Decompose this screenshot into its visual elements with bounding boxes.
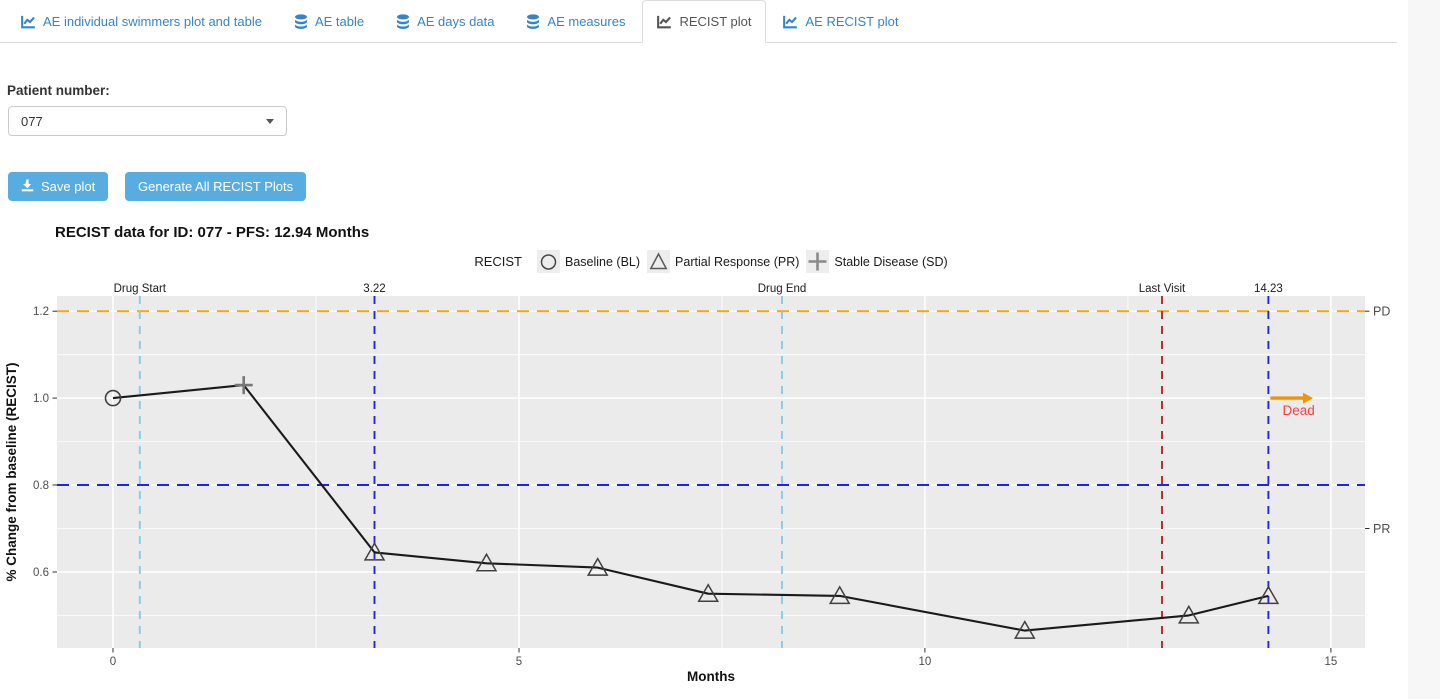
right-axis-label-pr: PR [1373, 522, 1390, 536]
x-axis-title: Months [687, 669, 735, 684]
marker-partial-response [1178, 604, 1200, 624]
tab-ae-table[interactable]: AE table [279, 0, 379, 43]
death-arrow-head [1303, 392, 1313, 404]
patient-number-value: 077 [21, 113, 43, 129]
svg-text:15: 15 [1325, 656, 1338, 668]
tab-recist-plot[interactable]: RECIST plot [642, 0, 767, 43]
database-icon [526, 14, 540, 29]
tab-label: AE table [314, 14, 365, 29]
marker-partial-response [697, 583, 719, 602]
svg-text:0.6: 0.6 [33, 567, 49, 579]
tab-label: RECIST plot [679, 14, 752, 29]
svg-text:1.2: 1.2 [33, 306, 49, 318]
download-icon [21, 178, 34, 195]
tab-bar: AE individual swimmers plot and table AE … [0, 0, 1397, 43]
death-label: Dead [1283, 403, 1315, 418]
tab-label: AE days data [417, 14, 495, 29]
marker-partial-response [1257, 585, 1280, 605]
save-plot-button[interactable]: Save plot [8, 172, 109, 201]
legend-item-baseline-bl: Baseline (BL) [537, 250, 640, 273]
plus-legend-key-icon [806, 250, 830, 273]
legend-item-label: Partial Response (PR) [675, 254, 800, 269]
tab-label: AE measures [547, 14, 626, 29]
chart-line-icon [783, 15, 798, 29]
marker-partial-response [828, 585, 851, 605]
y-axis-title: % Change from baseline (RECIST) [4, 362, 19, 581]
legend-title: RECIST [474, 254, 522, 269]
event-label-drug-end: Drug End [758, 283, 807, 295]
right-axis-label-pd: PD [1373, 305, 1390, 319]
svg-text:10: 10 [919, 656, 932, 668]
event-label-last-visit: Last Visit [1139, 283, 1186, 295]
legend-item-stable-disease-sd: Stable Disease (SD) [806, 250, 948, 273]
y-axis: 0.6 0.8 1.0 1.2 [33, 306, 57, 579]
marker-baseline [104, 389, 122, 407]
marker-partial-response [363, 541, 386, 561]
database-icon [294, 14, 308, 29]
svg-text:0.8: 0.8 [33, 480, 49, 492]
plot-panel [57, 296, 1365, 648]
plot-legend: RECIST Baseline (BL) Partial Response (PR)… [57, 250, 1365, 273]
chevron-down-icon [266, 118, 274, 124]
tab-label: AE individual swimmers plot and table [43, 14, 262, 29]
page-gutter [1408, 0, 1440, 699]
chart-line-icon [21, 15, 36, 29]
event-label-14-23: 14.23 [1254, 283, 1283, 295]
svg-text:5: 5 [516, 656, 522, 668]
tab-ae-recist-plot[interactable]: AE RECIST plot [768, 0, 913, 43]
save-plot-label: Save plot [41, 179, 96, 194]
svg-text:1.0: 1.0 [33, 393, 49, 405]
legend-item-label: Baseline (BL) [565, 254, 641, 269]
legend-item-partial-response-pr: Partial Response (PR) [647, 250, 799, 273]
marker-partial-response [586, 557, 609, 576]
chart-line-icon [657, 15, 672, 29]
death-annotation: Dead [1270, 392, 1315, 418]
triangle-legend-key-icon [647, 250, 671, 273]
patient-number-select[interactable]: 077 [8, 106, 287, 136]
generate-all-recist-plots-button[interactable]: Generate All RECIST Plots [125, 172, 307, 201]
minor-gridlines [57, 296, 1365, 648]
svg-text:0: 0 [110, 656, 116, 668]
marker-partial-response [475, 552, 498, 572]
legend-item-label: Stable Disease (SD) [834, 254, 948, 269]
recist-plot: Dead Drug Start 3.22 Drug End Last Visit 14.2… [4, 283, 1390, 684]
marker-partial-response [1014, 620, 1036, 639]
event-label-drug-start: Drug Start [114, 283, 167, 295]
x-axis: 0 5 10 15 [110, 648, 1338, 668]
database-icon [396, 14, 410, 29]
tab-ae-measures[interactable]: AE measures [511, 0, 640, 43]
plot-title: RECIST data for ID: 077 - PFS: 12.94 Mon… [55, 224, 370, 241]
tab-ae-days-data[interactable]: AE days data [381, 0, 509, 43]
tab-ae-individual-swimmers-plot-and-table[interactable]: AE individual swimmers plot and table [6, 0, 277, 43]
series-markers [104, 376, 1280, 639]
tab-label: AE RECIST plot [805, 14, 899, 29]
event-label-3-22: 3.22 [363, 283, 385, 295]
right-axis: PD PR [1365, 305, 1390, 536]
marker-stable-disease [234, 376, 253, 395]
event-labels: Drug Start 3.22 Drug End Last Visit 14.23 [114, 283, 1283, 295]
patient-number-label: Patient number: [7, 83, 110, 98]
circle-legend-key-icon [537, 250, 560, 273]
series-line [112, 384, 1269, 632]
generate-all-label: Generate All RECIST Plots [138, 179, 294, 194]
